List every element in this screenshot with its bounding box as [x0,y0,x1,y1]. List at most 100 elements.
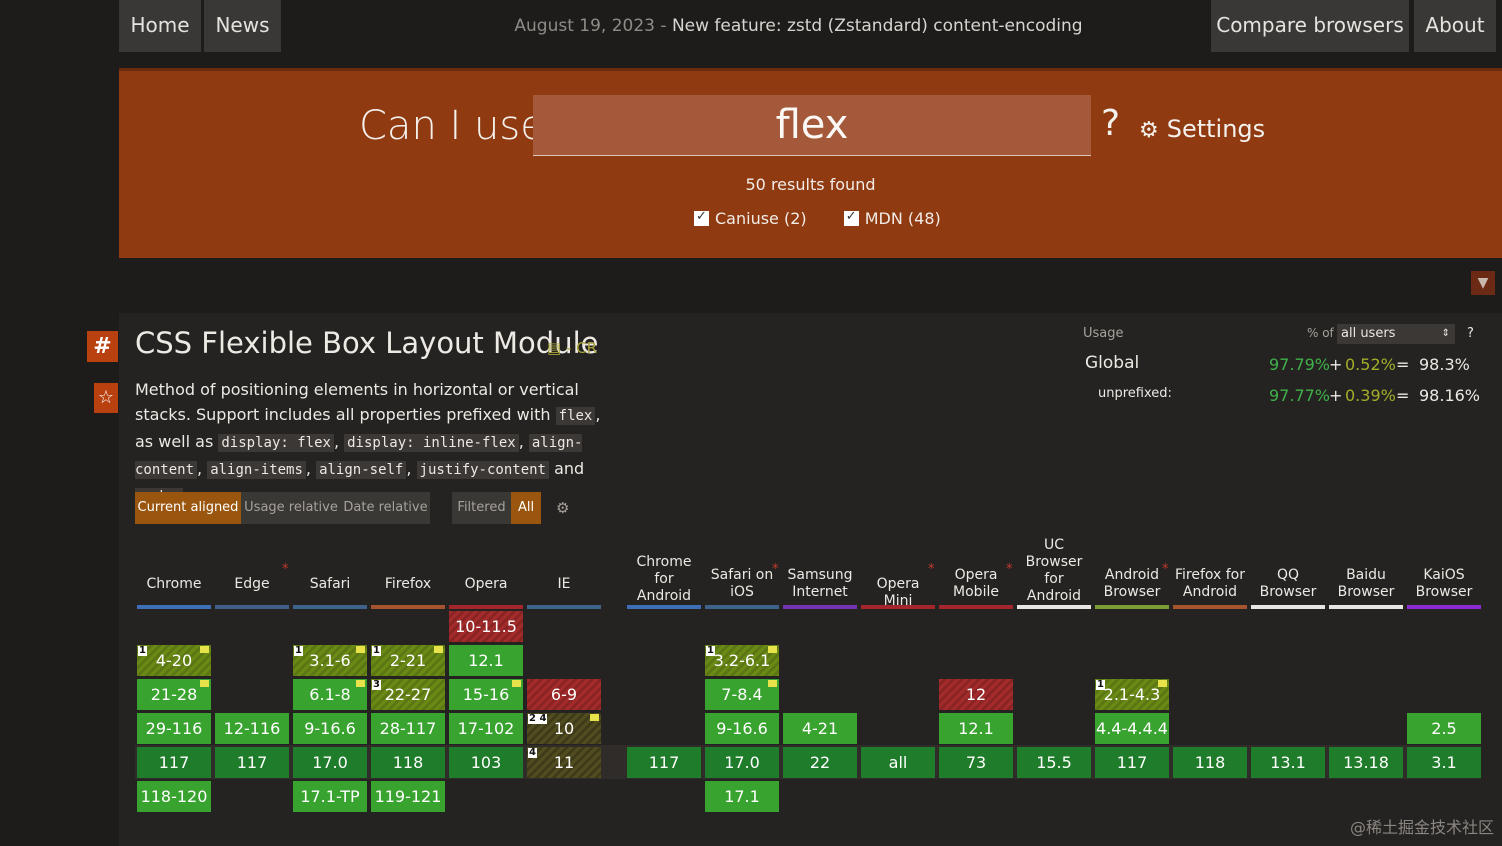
support-cell[interactable]: 15-16 [449,679,523,710]
support-cell[interactable]: 1 2.1-4.3 [1095,679,1169,710]
filter-filtered[interactable]: Filtered [457,500,506,515]
support-cell[interactable]: 2 4 10 [527,713,601,744]
cell-version: 4-20 [155,651,193,670]
mode-current-aligned[interactable]: Current aligned [135,492,241,524]
browser-android: Android Browser [1103,567,1161,600]
unprefixed-eq: = [1396,386,1410,405]
support-cell[interactable]: 6-9 [527,679,601,710]
nav-news[interactable]: News [204,0,281,52]
prefix-icon [1158,680,1167,687]
support-cell[interactable]: 103 [449,747,523,778]
support-cell[interactable]: 2.5 [1407,713,1481,744]
support-cell[interactable]: 28-117 [371,713,445,744]
support-cell[interactable]: 1 4-20 [137,645,211,676]
news-headline[interactable]: August 19, 2023 - New feature: zstd (Zst… [401,0,1196,52]
cell-version: 11 [553,753,575,772]
support-cell[interactable]: 7-8.4 [705,679,779,710]
global-full: 97.79% [1269,355,1331,374]
support-cell[interactable]: all [861,747,935,778]
permalink-hash[interactable]: # [87,331,118,362]
search-qmark: ? [1101,103,1121,144]
news-title: New feature: zstd (Zstandard) content-en… [671,16,1083,36]
support-cell[interactable]: 17.0 [705,747,779,778]
support-cell[interactable]: 118 [1173,747,1247,778]
support-cell[interactable]: 118 [371,747,445,778]
support-cell[interactable]: 10-11.5 [449,611,523,642]
asterisk-icon: * [1006,562,1013,577]
search-box[interactable] [533,95,1091,156]
note-badge: 1 [1096,679,1105,690]
support-cell[interactable]: 22 [783,747,857,778]
browser-color-bar [1407,605,1481,609]
filter-all[interactable]: All [511,492,541,524]
note-badge: 1 [294,645,303,656]
support-cell[interactable]: 12.1 [449,645,523,676]
support-cell[interactable]: 15.5 [1017,747,1091,778]
support-cell[interactable]: 117 [215,747,289,778]
support-cell[interactable]: 17.0 [293,747,367,778]
support-cell[interactable]: 12.1 [939,713,1013,744]
support-cell[interactable]: 13.1 [1251,747,1325,778]
filter-caniuse-label: Caniuse (2) [715,209,807,228]
settings-button[interactable]: ⚙ Settings [1139,115,1265,143]
settings-label: Settings [1166,115,1266,143]
funnel-icon[interactable]: ▼ [1471,271,1495,295]
gear-icon: ⚙ [1139,118,1159,143]
nav-home[interactable]: Home [119,0,201,52]
support-cell[interactable]: 3 22-27 [371,679,445,710]
support-cell[interactable]: 6.1-8 [293,679,367,710]
mode-date-relative[interactable]: Date relative [343,500,428,515]
star-icon[interactable]: ☆ [94,383,118,413]
support-cell[interactable]: 17.1 [705,781,779,812]
support-cell[interactable]: 29-116 [137,713,211,744]
nav-about[interactable]: About [1414,0,1496,52]
asterisk-icon: * [1162,562,1169,577]
support-cell[interactable]: 21-28 [137,679,211,710]
support-cell[interactable]: 1 3.1-6 [293,645,367,676]
browser-color-bar [449,605,523,609]
browser-color-bar [1095,605,1169,609]
usage-help[interactable]: ? [1467,326,1474,341]
support-cell[interactable]: 17-102 [449,713,523,744]
feature-description: Method of positioning elements in horizo… [135,377,610,510]
checkbox-icon[interactable] [694,209,709,226]
support-cell[interactable]: 17.1-TP [293,781,367,812]
support-cell[interactable]: 118-120 [137,781,211,812]
cell-version: 17.1-TP [300,787,360,806]
cell-version: 118 [1194,753,1226,772]
cell-version: 13.1 [1270,753,1306,772]
support-cell[interactable]: 12 [939,679,1013,710]
filter-mdn[interactable]: MDN (48) [843,209,941,228]
support-cell[interactable]: 1 2-21 [371,645,445,676]
support-cell[interactable]: 117 [137,747,211,778]
browser-color-bar [939,605,1013,609]
support-cell[interactable]: 9-16.6 [293,713,367,744]
support-cell[interactable]: 12-116 [215,713,289,744]
gear-icon[interactable]: ⚙ [556,499,570,517]
support-cell[interactable]: 9-16.6 [705,713,779,744]
cell-version: all [888,753,908,772]
spec-status[interactable]: ▤ - CR [547,339,597,357]
news-separator: - [655,16,672,36]
support-cell[interactable]: 119-121 [371,781,445,812]
code-align-items: align-items [207,461,306,479]
support-cell[interactable]: 4 11 [527,747,601,778]
browser-uc: UC Browser for Android [1025,537,1083,604]
filter-caniuse[interactable]: Caniuse (2) [694,209,807,228]
checkbox-icon[interactable] [843,209,859,226]
code-justify-content: justify-content [416,461,549,479]
cell-version: 73 [965,753,987,772]
support-cell[interactable]: 1 3.2-6.1 [705,645,779,676]
support-cell[interactable]: 117 [1095,747,1169,778]
support-cell[interactable]: 13.18 [1329,747,1403,778]
support-cell[interactable]: 117 [627,747,701,778]
desc-and: and [554,459,585,478]
search-input[interactable] [533,95,1091,155]
support-cell[interactable]: 73 [939,747,1013,778]
users-select[interactable]: all users ⇕ [1337,324,1455,344]
support-cell[interactable]: 4.4-4.4.4 [1095,713,1169,744]
support-cell[interactable]: 4-21 [783,713,857,744]
mode-usage-relative[interactable]: Usage relative [244,500,338,515]
nav-compare-browsers[interactable]: Compare browsers [1211,0,1409,52]
support-cell[interactable]: 3.1 [1407,747,1481,778]
